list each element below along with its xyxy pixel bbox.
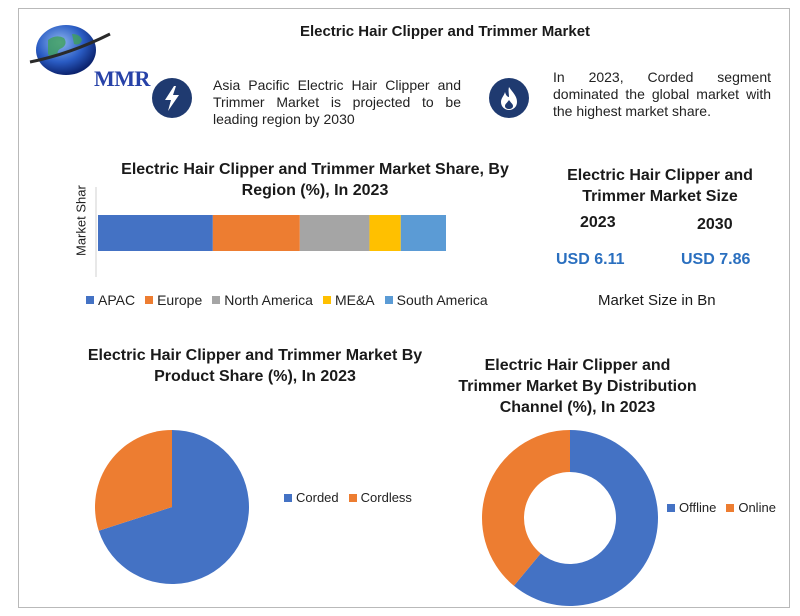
region-legend-label: North America — [224, 292, 313, 308]
region-legend-europe: Europe — [145, 292, 202, 308]
lightning-icon — [165, 86, 179, 111]
market-size-unit: Market Size in Bn — [598, 292, 716, 309]
region-chart-title: Electric Hair Clipper and Trimmer Market… — [121, 161, 509, 199]
logo: MMR — [26, 20, 176, 91]
region-bar-south-america — [400, 215, 446, 251]
distribution-legend-online: Online — [726, 500, 776, 515]
region-legend-swatch — [86, 296, 94, 304]
distribution-legend-label: Offline — [679, 500, 717, 515]
flame-icon — [501, 87, 517, 110]
region-legend-north-america: North America — [212, 292, 313, 308]
product-legend-cordless: Cordless — [348, 490, 412, 505]
distribution-donut-chart — [482, 430, 658, 606]
lightning-icon-circle — [152, 78, 192, 118]
region-chart: Market Share — [73, 185, 446, 277]
distribution-legend-swatch — [726, 503, 735, 512]
region-legend-me-a: ME&A — [322, 292, 375, 308]
note-region: Asia Pacific Electric Hair Clipper and T… — [213, 77, 461, 127]
distribution-slice-offline — [513, 430, 658, 606]
product-slice-corded — [98, 430, 249, 584]
region-bar-apac — [98, 215, 213, 251]
region-y-axis-label: Market Share — [73, 185, 88, 256]
product-legend-label: Corded — [296, 490, 339, 505]
region-legend-swatch — [145, 296, 154, 304]
region-legend-apac: APAC — [86, 292, 135, 308]
region-legend-swatch — [212, 296, 221, 304]
region-legend-south-america: South America — [384, 292, 488, 308]
distribution-legend-offline: Offline — [667, 500, 716, 515]
region-bar-me-a — [369, 215, 401, 251]
region-legend-label: Europe — [157, 292, 203, 308]
market-size-title: Electric Hair Clipper and Trimmer Market… — [567, 167, 753, 205]
note-segment: In 2023, Corded segment dominated the gl… — [553, 69, 771, 119]
distribution-legend-label: Online — [738, 500, 776, 515]
product-legend-label: Cordless — [360, 490, 412, 505]
region-bar-europe — [212, 215, 300, 251]
product-legend-corded: Corded — [284, 490, 339, 505]
region-legend-swatch — [322, 296, 331, 304]
region-legend: APAC Europe North America ME&A South America — [86, 292, 498, 308]
product-pie-chart — [94, 430, 249, 584]
region-legend-swatch — [384, 296, 393, 304]
market-size-2030: USD 7.86 — [681, 251, 751, 268]
product-chart-title: Electric Hair Clipper and Trimmer Market… — [87, 347, 423, 385]
distribution-legend: Offline Online — [667, 500, 786, 515]
page-title: Electric Hair Clipper and Trimmer Market — [299, 23, 591, 40]
product-slice-cordless — [94, 430, 172, 531]
logo-text: MMR — [94, 66, 150, 91]
region-legend-label: South America — [396, 292, 488, 308]
market-size-2023: USD 6.11 — [556, 251, 625, 268]
region-legend-label: APAC — [98, 292, 136, 308]
product-legend-swatch — [284, 493, 292, 502]
year-2030: 2030 — [697, 216, 733, 233]
flame-icon-circle — [489, 78, 529, 118]
product-legend: Corded Cordless — [284, 490, 422, 505]
distribution-legend-swatch — [667, 503, 675, 512]
distribution-slice-online — [482, 430, 570, 586]
region-legend-label: ME&A — [334, 292, 375, 308]
globe-icon — [29, 25, 111, 75]
distribution-chart-title: Electric Hair Clipper and Trimmer Market… — [458, 357, 697, 416]
region-bar-north-america — [299, 215, 370, 251]
year-2023: 2023 — [580, 214, 616, 231]
product-legend-swatch — [348, 493, 357, 502]
frame-border — [18, 8, 790, 608]
